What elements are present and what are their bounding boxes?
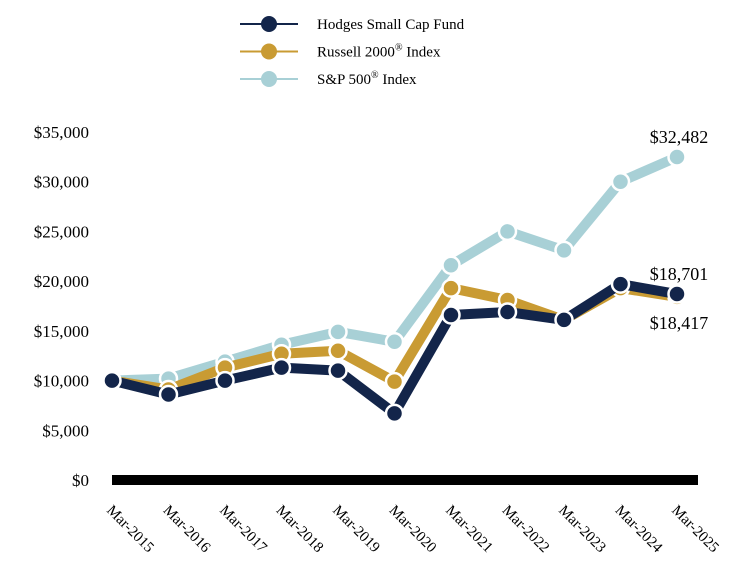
y-axis: $0 $5,000 $10,000 $15,000 $20,000 $25,000 $30,… <box>34 123 89 490</box>
y-tick-label: $10,000 <box>34 372 89 391</box>
end-label-hodges-small-cap-fund: $18,701 <box>650 264 709 284</box>
x-tick-label: Mar-2020 <box>386 503 440 557</box>
legend-label: Hodges Small Cap Fund <box>317 17 465 33</box>
data-point <box>554 240 574 261</box>
y-tick-label: $15,000 <box>34 322 89 341</box>
data-point <box>441 305 461 325</box>
x-tick-label: Mar-2015 <box>103 503 157 557</box>
x-tick-label: Mar-2018 <box>273 503 327 557</box>
series-s-p-500 <box>102 147 687 391</box>
legend-marker <box>261 43 277 60</box>
legend: Hodges Small Cap Fund Russell 2000® Index… <box>240 16 465 88</box>
x-axis: Mar-2015 Mar-2016 Mar-2017 Mar-2018 Mar-2019… <box>103 475 722 557</box>
series-hodges-small-cap-fund <box>102 274 687 424</box>
y-tick-label: $20,000 <box>34 272 89 291</box>
legend-item-s-p-500: S&P 500® Index <box>240 70 417 88</box>
y-tick-label: $30,000 <box>34 173 89 192</box>
y-tick-label: $35,000 <box>34 123 89 142</box>
x-tick-label: Mar-2024 <box>612 503 666 557</box>
data-point <box>610 171 631 192</box>
x-tick-label: Mar-2017 <box>216 503 270 557</box>
data-point <box>667 147 687 167</box>
data-point <box>384 332 405 352</box>
legend-label: Russell 2000® Index <box>317 43 441 61</box>
data-point <box>497 302 518 322</box>
data-point <box>328 322 348 342</box>
y-tick-label: $5,000 <box>42 421 89 440</box>
data-point <box>384 371 405 392</box>
data-point <box>102 370 122 391</box>
data-point <box>328 340 348 361</box>
data-point <box>271 357 292 378</box>
y-tick-label: $25,000 <box>34 222 89 241</box>
data-point <box>554 310 574 330</box>
legend-label: S&P 500® Index <box>317 70 417 88</box>
end-label-s-p-500: $32,482 <box>650 127 709 147</box>
data-point <box>667 284 687 304</box>
x-tick-label: Mar-2021 <box>442 503 496 557</box>
y-tick-label: $0 <box>72 471 89 490</box>
end-value-labels: $32,482 $18,701 $18,417 <box>650 127 709 333</box>
end-label-russell-2000: $18,417 <box>650 313 709 333</box>
x-tick-label: Mar-2016 <box>160 503 214 557</box>
x-tick-label: Mar-2023 <box>555 503 609 557</box>
data-point <box>215 370 235 391</box>
plot-area <box>102 147 687 424</box>
x-tick-label: Mar-2025 <box>668 503 722 557</box>
legend-marker <box>261 16 277 32</box>
data-point <box>441 278 461 298</box>
data-point <box>497 221 518 242</box>
data-point <box>610 274 631 294</box>
x-tick-label: Mar-2022 <box>499 503 553 557</box>
legend-item-hodges-small-cap-fund: Hodges Small Cap Fund <box>240 16 465 33</box>
data-point <box>384 403 405 424</box>
legend-item-russell-2000: Russell 2000® Index <box>240 43 441 61</box>
legend-marker <box>261 71 277 87</box>
data-point <box>441 255 461 275</box>
data-point <box>328 360 348 381</box>
x-tick-label: Mar-2019 <box>329 503 383 557</box>
data-point <box>158 384 179 405</box>
